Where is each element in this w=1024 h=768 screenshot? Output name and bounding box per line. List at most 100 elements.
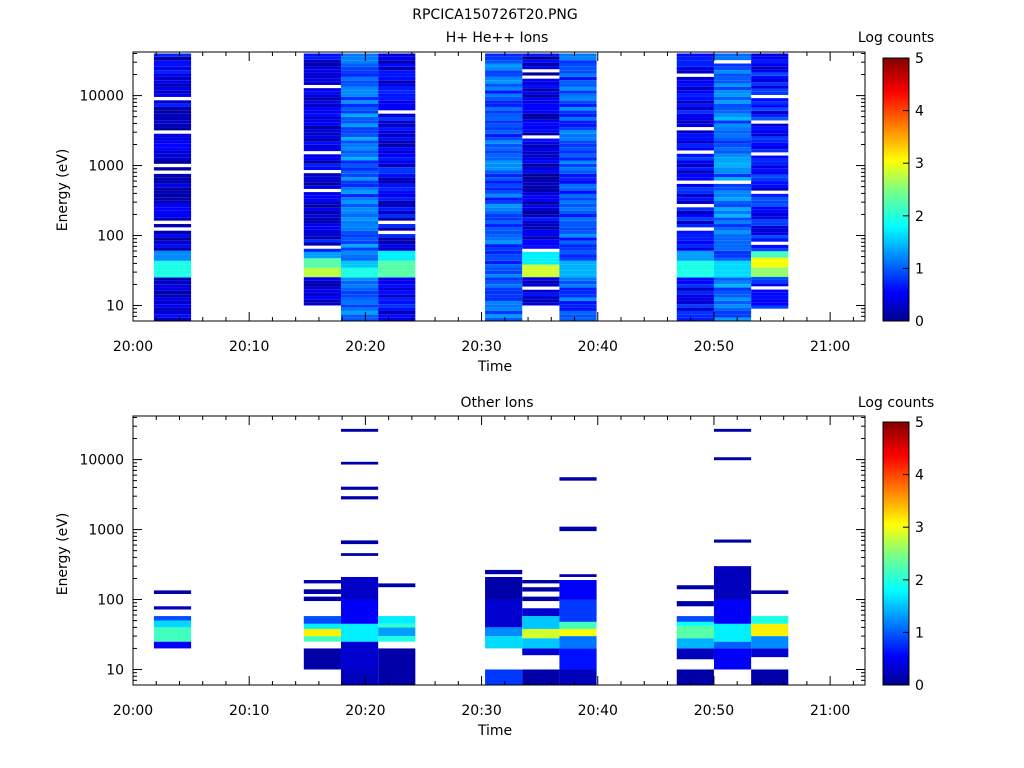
heatmap-cell: [340, 314, 379, 318]
heatmap-cell: [713, 314, 752, 318]
heatmap-cell: [340, 461, 379, 465]
heatmap-cell: [713, 250, 752, 255]
x-tick-label: 20:20: [345, 339, 385, 355]
heatmap-cell: [751, 254, 789, 258]
heatmap-cell: [713, 227, 752, 231]
heatmap-cell: [713, 153, 752, 158]
heatmap-cell: [303, 596, 341, 602]
heatmap-cell: [485, 230, 523, 235]
heatmap-cell: [153, 150, 192, 154]
heatmap-cell: [676, 217, 714, 221]
heatmap-cell: [751, 257, 789, 261]
heatmap-cell: [559, 294, 597, 298]
heatmap-cell: [522, 125, 560, 130]
heatmap-cell: [559, 183, 597, 188]
heatmap-cell: [522, 107, 560, 111]
heatmap-cell: [378, 147, 416, 151]
plot-area: [153, 53, 789, 321]
colorbar-tick-label: 2: [915, 573, 924, 589]
heatmap-cell: [522, 258, 560, 262]
heatmap-cell: [676, 220, 714, 225]
heatmap-cell: [378, 100, 416, 104]
heatmap-cell: [340, 153, 379, 158]
heatmap-cell: [751, 251, 789, 255]
heatmap-cell: [559, 117, 597, 121]
heatmap-cell: [676, 247, 714, 251]
heatmap-cell: [676, 284, 714, 288]
heatmap-cell: [340, 274, 379, 278]
heatmap-cell: [485, 147, 523, 151]
heatmap-cell: [713, 133, 752, 138]
heatmap-cell: [676, 601, 714, 607]
heatmap-cell: [713, 237, 752, 241]
heatmap-cell: [676, 167, 714, 171]
heatmap-cell: [485, 167, 523, 171]
colorbar-tick-label: 4: [915, 468, 924, 484]
heatmap-cell: [485, 297, 523, 301]
heatmap-cell: [676, 137, 714, 141]
heatmap-cell: [713, 187, 752, 191]
colorbar: 0 1 2 3 4 5: [882, 415, 924, 694]
heatmap-cell: [559, 130, 597, 134]
heatmap-cell: [153, 244, 192, 248]
heatmap-cell: [676, 621, 714, 626]
heatmap-cell: [153, 70, 192, 74]
heatmap-cell: [378, 56, 416, 61]
heatmap-cell: [485, 234, 523, 238]
heatmap-cell: [522, 116, 560, 120]
heatmap-cell: [153, 193, 192, 198]
heatmap-cell: [522, 94, 560, 98]
heatmap-cell: [676, 213, 714, 218]
heatmap-cell: [303, 207, 341, 211]
heatmap-cell: [559, 297, 597, 301]
heatmap-cell: [676, 648, 714, 660]
heatmap-cell: [485, 73, 523, 77]
heatmap-cell: [340, 300, 379, 305]
heatmap-cell: [559, 80, 597, 84]
heatmap-cell: [559, 76, 597, 81]
colorbar-tick-label: 4: [915, 104, 924, 120]
heatmap-cell: [485, 569, 523, 575]
heatmap-cell: [559, 103, 597, 107]
heatmap-cell: [713, 539, 752, 543]
heatmap-cell: [559, 157, 597, 161]
heatmap-cell: [713, 100, 752, 104]
heatmap-cell: [522, 292, 560, 297]
heatmap-cell: [522, 210, 560, 215]
heatmap-cell: [751, 158, 789, 162]
y-axis-label: Energy (eV): [55, 513, 71, 596]
heatmap-cell: [559, 133, 597, 138]
heatmap-cell: [522, 188, 560, 193]
heatmap-cell: [751, 299, 789, 303]
heatmap-cell: [340, 310, 379, 315]
heatmap-cell: [751, 66, 789, 70]
heatmap-cell: [713, 130, 752, 134]
heatmap-cell: [522, 587, 560, 592]
heatmap-cell: [340, 576, 379, 600]
heatmap-cell: [303, 166, 341, 171]
heatmap-cell: [378, 96, 416, 101]
heatmap-cell: [676, 183, 714, 188]
heatmap-cell: [485, 669, 523, 685]
heatmap-cell: [153, 153, 192, 158]
heatmap-cell: [676, 160, 714, 164]
heatmap-cell: [153, 167, 192, 171]
heatmap-cell: [751, 110, 789, 115]
x-tick-label: 20:20: [345, 703, 385, 719]
heatmap-cell: [676, 257, 714, 261]
heatmap-cell: [676, 585, 714, 590]
heatmap-cell: [303, 62, 341, 67]
heatmap-cell: [751, 219, 789, 223]
heatmap-cell: [559, 574, 597, 577]
heatmap-cell: [676, 197, 714, 201]
heatmap-cell: [378, 106, 416, 111]
heatmap-cell: [303, 66, 341, 70]
heatmap-cell: [713, 73, 752, 77]
heatmap-cell: [713, 267, 752, 271]
heatmap-cell: [485, 137, 523, 141]
heatmap-cell: [751, 232, 789, 236]
heatmap-cell: [340, 86, 379, 91]
heatmap-cell: [153, 197, 192, 201]
heatmap-cell: [485, 70, 523, 74]
heatmap-cell: [153, 120, 192, 124]
